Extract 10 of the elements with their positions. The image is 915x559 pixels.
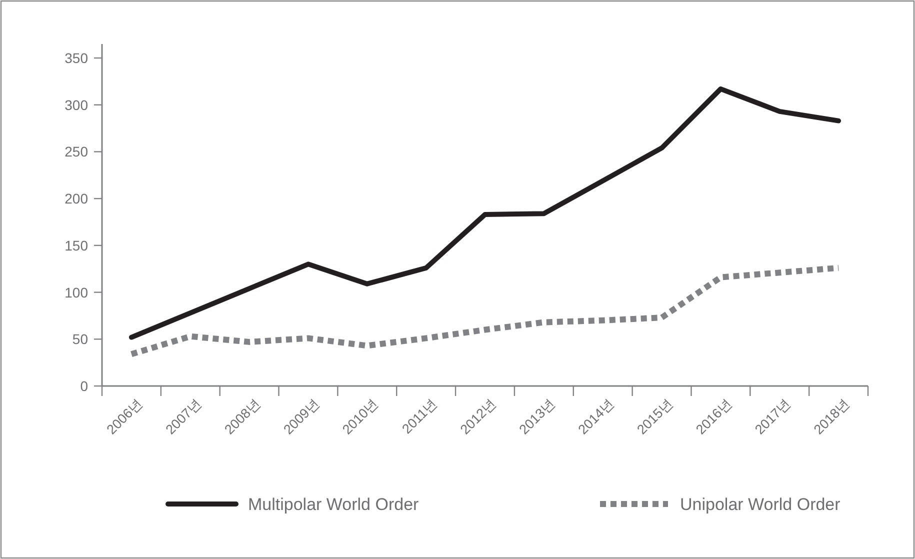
y-tick-label: 100 bbox=[64, 284, 88, 300]
y-tick-label: 250 bbox=[64, 144, 88, 160]
y-tick-label: 350 bbox=[64, 50, 88, 66]
y-tick-label: 200 bbox=[64, 190, 88, 207]
legend-label: Unipolar World Order bbox=[680, 495, 841, 514]
y-tick-label: 50 bbox=[72, 331, 88, 348]
y-tick-label: 0 bbox=[80, 378, 88, 394]
y-tick-label: 150 bbox=[64, 237, 88, 254]
y-tick-label: 300 bbox=[64, 96, 88, 113]
legend-label: Multipolar World Order bbox=[248, 495, 420, 514]
